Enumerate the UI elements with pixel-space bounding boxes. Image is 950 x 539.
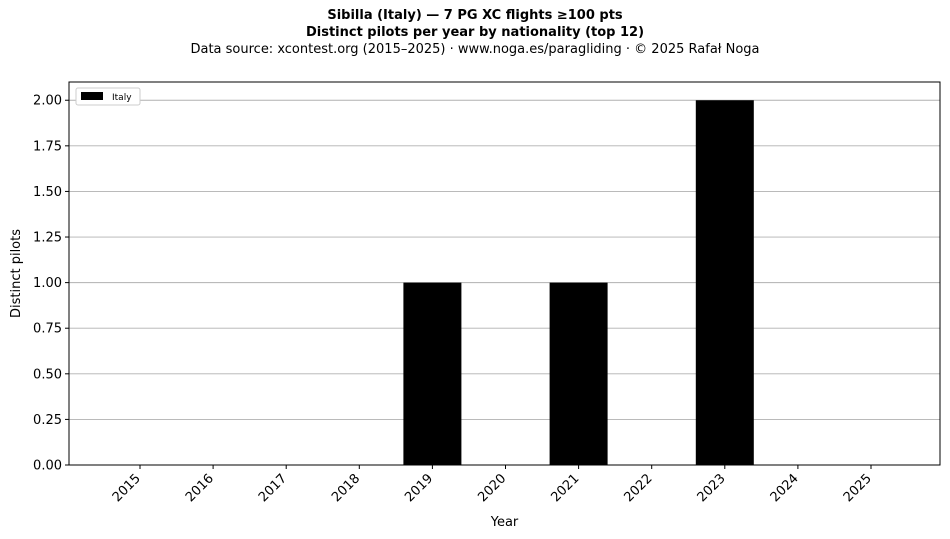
title-block: Sibilla (Italy) — 7 PG XC flights ≥100 p… (0, 7, 950, 58)
legend-label-italy: Italy (112, 93, 132, 103)
bar-2021 (549, 282, 608, 465)
x-tick-label: 2015 (110, 471, 144, 505)
y-tick-label: 0.00 (33, 459, 62, 474)
bar-2023 (695, 100, 754, 465)
chart-subtitle: Distinct pilots per year by nationality … (305, 25, 645, 40)
chart-title: Sibilla (Italy) — 7 PG XC flights ≥100 p… (327, 8, 623, 23)
x-tick-label: 2024 (768, 471, 802, 505)
y-tick-label: 1.00 (33, 276, 62, 291)
x-tick-label: 2020 (475, 471, 509, 505)
bar-2019 (403, 282, 462, 465)
legend-swatch-italy (81, 92, 103, 100)
x-tick-label: 2016 (183, 471, 217, 505)
y-tick-label: 0.50 (33, 367, 62, 382)
x-axis-label: Year (490, 515, 519, 530)
legend: Italy (75, 87, 141, 106)
y-tick-label: 2.00 (33, 94, 62, 109)
y-axis: 0.00 0.25 0.50 0.75 1.00 1.25 1.50 1.75 2.00 (33, 94, 69, 474)
bars (403, 100, 754, 465)
y-tick-label: 1.50 (33, 185, 62, 200)
y-axis-label: Distinct pilots (9, 229, 24, 318)
x-tick-label: 2019 (402, 471, 436, 505)
y-tick-label: 1.75 (33, 139, 62, 154)
x-tick-label: 2022 (622, 471, 656, 505)
y-tick-label: 0.75 (33, 322, 62, 337)
y-tick-label: 0.25 (33, 413, 62, 428)
y-gridlines (69, 99, 940, 466)
chart-source: Data source: xcontest.org (2015–2025) · … (190, 42, 760, 57)
x-tick-label: 2021 (548, 471, 582, 505)
y-tick-label: 1.25 (33, 231, 62, 246)
plot-frame (68, 81, 941, 466)
x-axis: 2015 2016 2017 2018 2019 2020 2021 2022 2023 2024… (110, 465, 875, 505)
x-tick-label: 2018 (329, 471, 363, 505)
x-tick-label: 2023 (695, 471, 729, 505)
x-tick-label: 2017 (256, 471, 290, 505)
x-tick-label: 2025 (841, 471, 875, 505)
